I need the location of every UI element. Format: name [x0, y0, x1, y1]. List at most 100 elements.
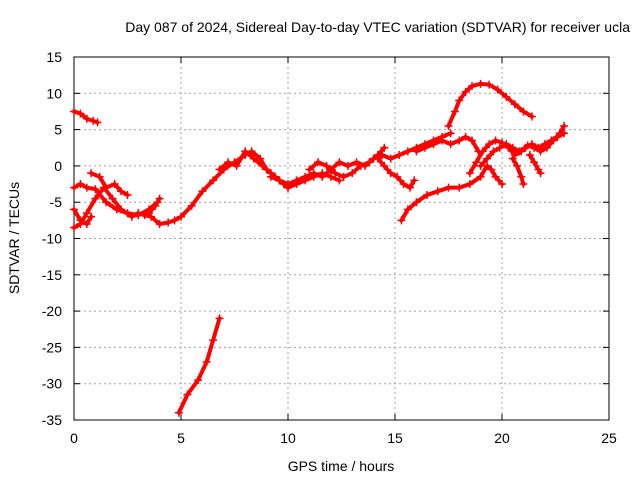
series-track-5: [87, 169, 132, 199]
data-point: [438, 136, 447, 145]
data-point: [476, 79, 485, 88]
data-point: [95, 172, 104, 181]
data-point: [87, 212, 96, 221]
data-point: [215, 165, 224, 174]
data-point: [560, 129, 569, 138]
data-point: [386, 154, 395, 163]
data-point: [170, 216, 179, 225]
series-track-9: [266, 169, 344, 192]
data-point: [485, 140, 494, 149]
data-point: [393, 172, 402, 181]
data-point: [82, 183, 91, 192]
series-trace: [217, 131, 453, 187]
y-tick-label: -35: [42, 412, 62, 428]
data-point: [87, 169, 96, 178]
data-point: [399, 180, 408, 189]
data-point: [348, 169, 357, 178]
grid: [74, 57, 609, 420]
series-track-12: [412, 132, 483, 156]
y-tick-label: -5: [50, 194, 63, 210]
y-tick-label: 15: [46, 49, 62, 65]
data-point: [326, 172, 335, 181]
data-point: [420, 143, 429, 152]
data-point: [444, 183, 453, 192]
data-point: [70, 107, 78, 116]
series-trace: [510, 156, 526, 187]
y-axis-label: SDTVAR / TECUs: [6, 182, 22, 294]
data-point: [123, 190, 132, 199]
data-point: [534, 143, 543, 152]
data-point: [241, 147, 250, 156]
data-point: [553, 132, 562, 141]
x-tick-labels: 0 5 10 15 20 25: [70, 430, 617, 446]
data-point: [395, 151, 404, 160]
data-point: [380, 143, 389, 152]
data-point: [515, 147, 524, 156]
data-point: [249, 154, 258, 163]
data-point: [110, 180, 119, 189]
data-point: [183, 390, 192, 399]
data-point: [405, 183, 414, 192]
chart-title: Day 087 of 2024, Sidereal Day-to-day VTE…: [125, 19, 630, 35]
y-tick-label: -10: [42, 231, 62, 247]
y-tick-label: 0: [54, 158, 62, 174]
data-point: [412, 198, 421, 207]
data-point: [446, 140, 455, 149]
data-point: [322, 161, 331, 170]
data-point: [429, 140, 438, 149]
data-point: [487, 165, 496, 174]
data-point: [468, 136, 477, 145]
data-point: [318, 169, 327, 178]
series-track-11: [373, 154, 419, 192]
data-point: [258, 161, 267, 170]
data-point: [508, 143, 517, 152]
series-trace: [467, 123, 567, 176]
series-trace: [176, 316, 222, 415]
series-track-16: [476, 129, 569, 170]
data-point: [446, 129, 455, 138]
series-trace: [72, 207, 94, 226]
data-point: [134, 209, 143, 218]
data-point: [76, 109, 85, 118]
data-point: [284, 183, 292, 192]
data-point: [93, 118, 102, 127]
data-point: [519, 107, 528, 116]
data-point: [82, 114, 91, 123]
data-point: [140, 211, 149, 220]
data-point: [461, 132, 470, 141]
data-point: [102, 198, 111, 207]
series-track-3: [70, 147, 292, 232]
data-point: [510, 100, 519, 109]
data-point: [202, 357, 211, 366]
data-point: [313, 158, 322, 167]
data-point: [275, 176, 284, 185]
data-point: [76, 216, 85, 225]
data-point: [155, 194, 164, 203]
series-track-6: [144, 194, 164, 218]
data-point: [468, 82, 477, 91]
data-point: [117, 205, 126, 214]
data-point: [117, 187, 126, 196]
data-point: [403, 147, 412, 156]
series-trace: [527, 153, 543, 176]
data-point: [527, 140, 536, 149]
data-point: [386, 169, 395, 178]
data-point: [478, 147, 487, 156]
data-point: [560, 121, 569, 130]
data-point: [380, 161, 389, 170]
data-point: [547, 136, 556, 145]
data-point: [519, 180, 528, 189]
y-tick-labels: 15 10 5 0 -5 -10 -15 -20 -25 -30 -35: [42, 49, 62, 428]
data-point: [70, 183, 78, 192]
series-trace: [446, 81, 534, 128]
data-point: [373, 154, 382, 163]
data-point: [365, 158, 374, 167]
data-point: [335, 158, 344, 167]
data-point: [450, 107, 459, 116]
y-tick-label: 10: [46, 85, 62, 101]
data-point: [512, 161, 521, 170]
series-trace: [307, 145, 387, 179]
data-point: [495, 143, 504, 152]
series-track-18: [525, 151, 545, 178]
series-track-7: [174, 314, 224, 417]
